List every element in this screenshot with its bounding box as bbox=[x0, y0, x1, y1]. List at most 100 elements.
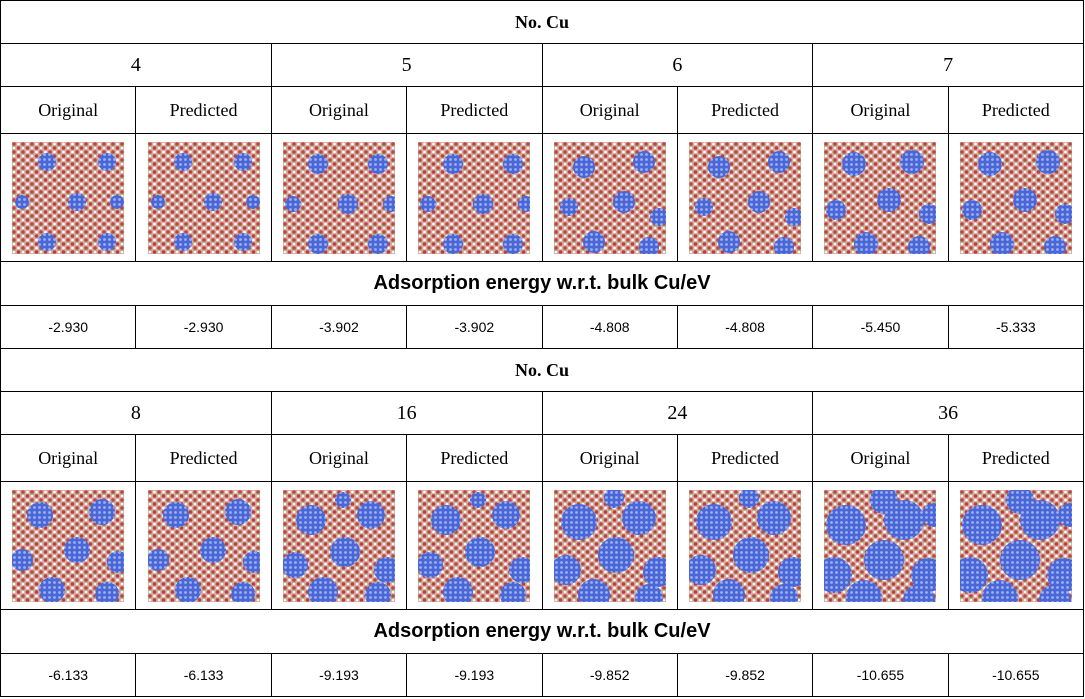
image-cell bbox=[271, 134, 406, 262]
cu-cluster bbox=[330, 537, 360, 567]
image-cell bbox=[677, 134, 812, 262]
cu-count: 6 bbox=[542, 44, 813, 87]
cu-count: 8 bbox=[1, 392, 272, 435]
cu-cluster bbox=[335, 492, 351, 508]
image-cell bbox=[271, 482, 406, 610]
cu-cluster bbox=[68, 193, 86, 211]
cu-cluster bbox=[285, 196, 301, 212]
cu-cluster bbox=[174, 233, 192, 251]
image-cell bbox=[542, 482, 677, 610]
energy-value: -3.902 bbox=[271, 306, 406, 349]
energy-header-row: Adsorption energy w.r.t. bulk Cu/eV bbox=[1, 262, 1084, 306]
cu-cluster bbox=[38, 233, 56, 251]
column-label: Original bbox=[1, 87, 136, 134]
cu-cluster bbox=[200, 537, 226, 563]
image-row bbox=[1, 482, 1084, 610]
cu-cluster bbox=[296, 505, 326, 535]
cu-cluster bbox=[418, 552, 443, 578]
cu-count: 5 bbox=[271, 44, 542, 87]
cu-cluster bbox=[89, 499, 115, 525]
cu-cluster bbox=[151, 195, 165, 209]
count-row: 8162436 bbox=[1, 392, 1084, 435]
cu-cluster bbox=[598, 537, 634, 573]
cu-cluster bbox=[443, 234, 463, 254]
column-label: Predicted bbox=[948, 87, 1083, 134]
cu-cluster bbox=[431, 505, 461, 535]
column-label: Predicted bbox=[677, 87, 812, 134]
cu-cluster bbox=[225, 499, 251, 525]
image-cell bbox=[407, 134, 542, 262]
cu-cluster bbox=[748, 191, 770, 213]
cu-cluster bbox=[420, 196, 436, 212]
structure-image bbox=[418, 490, 530, 602]
cu-cluster bbox=[978, 152, 1002, 176]
cu-cluster bbox=[204, 193, 222, 211]
cu-cluster bbox=[38, 153, 56, 171]
cu-cluster bbox=[465, 537, 495, 567]
count-row: 4567 bbox=[1, 44, 1084, 87]
cu-cluster bbox=[864, 540, 904, 580]
energy-header-row: Adsorption energy w.r.t. bulk Cu/eV bbox=[1, 610, 1084, 654]
cu-cluster bbox=[962, 505, 1002, 545]
cu-cluster bbox=[708, 156, 730, 178]
energy-value: -9.852 bbox=[677, 654, 812, 697]
structure-image bbox=[418, 142, 530, 254]
energy-value: -9.193 bbox=[271, 654, 406, 697]
image-cell bbox=[1, 482, 136, 610]
cu-count: 36 bbox=[813, 392, 1084, 435]
column-label: Original bbox=[542, 87, 677, 134]
page: No. Cu4567OriginalPredictedOriginalPredi… bbox=[0, 0, 1085, 699]
energy-value: -3.902 bbox=[407, 306, 542, 349]
image-cell bbox=[813, 134, 948, 262]
cu-cluster bbox=[733, 537, 769, 573]
image-row bbox=[1, 134, 1084, 262]
cu-cluster bbox=[1036, 150, 1060, 174]
structure-image bbox=[554, 142, 666, 254]
energy-value: -2.930 bbox=[1, 306, 136, 349]
cu-cluster bbox=[695, 198, 713, 216]
cu-cluster bbox=[174, 153, 192, 171]
energy-value: -6.133 bbox=[1, 654, 136, 697]
cu-cluster bbox=[768, 151, 790, 173]
column-label: Predicted bbox=[136, 435, 271, 482]
cu-cluster bbox=[826, 505, 866, 545]
cu-cluster bbox=[12, 549, 33, 571]
image-cell bbox=[407, 482, 542, 610]
cu-cluster bbox=[443, 154, 463, 174]
cu-cluster bbox=[308, 154, 328, 174]
energy-header: Adsorption energy w.r.t. bulk Cu/eV bbox=[1, 610, 1084, 654]
column-label: Original bbox=[271, 435, 406, 482]
cu-cluster bbox=[283, 552, 308, 578]
cu-count: 16 bbox=[271, 392, 542, 435]
energy-value: -9.193 bbox=[407, 654, 542, 697]
energy-value: -10.655 bbox=[813, 654, 948, 697]
column-label: Predicted bbox=[948, 435, 1083, 482]
cu-cluster bbox=[39, 577, 65, 602]
structure-image bbox=[12, 142, 124, 254]
cu-cluster bbox=[561, 504, 597, 540]
column-label: Original bbox=[813, 435, 948, 482]
column-row: OriginalPredictedOriginalPredictedOrigin… bbox=[1, 435, 1084, 482]
cu-count: 7 bbox=[813, 44, 1084, 87]
column-label: Predicted bbox=[136, 87, 271, 134]
structure-image bbox=[283, 142, 395, 254]
cu-cluster bbox=[98, 153, 116, 171]
cu-cluster bbox=[308, 234, 328, 254]
structure-image bbox=[689, 490, 801, 602]
energy-value: -10.655 bbox=[948, 654, 1083, 697]
cu-cluster bbox=[613, 191, 635, 213]
image-cell bbox=[136, 134, 271, 262]
column-label: Original bbox=[1, 435, 136, 482]
cu-cluster bbox=[718, 231, 740, 253]
cu-cluster bbox=[234, 233, 252, 251]
structure-image bbox=[960, 490, 1072, 602]
cu-cluster bbox=[234, 153, 252, 171]
column-label: Predicted bbox=[407, 435, 542, 482]
column-label: Predicted bbox=[407, 87, 542, 134]
cu-cluster bbox=[696, 504, 732, 540]
cu-cluster bbox=[246, 195, 260, 209]
cu-cluster bbox=[64, 537, 90, 563]
cu-cluster bbox=[757, 501, 791, 535]
image-cell bbox=[542, 134, 677, 262]
